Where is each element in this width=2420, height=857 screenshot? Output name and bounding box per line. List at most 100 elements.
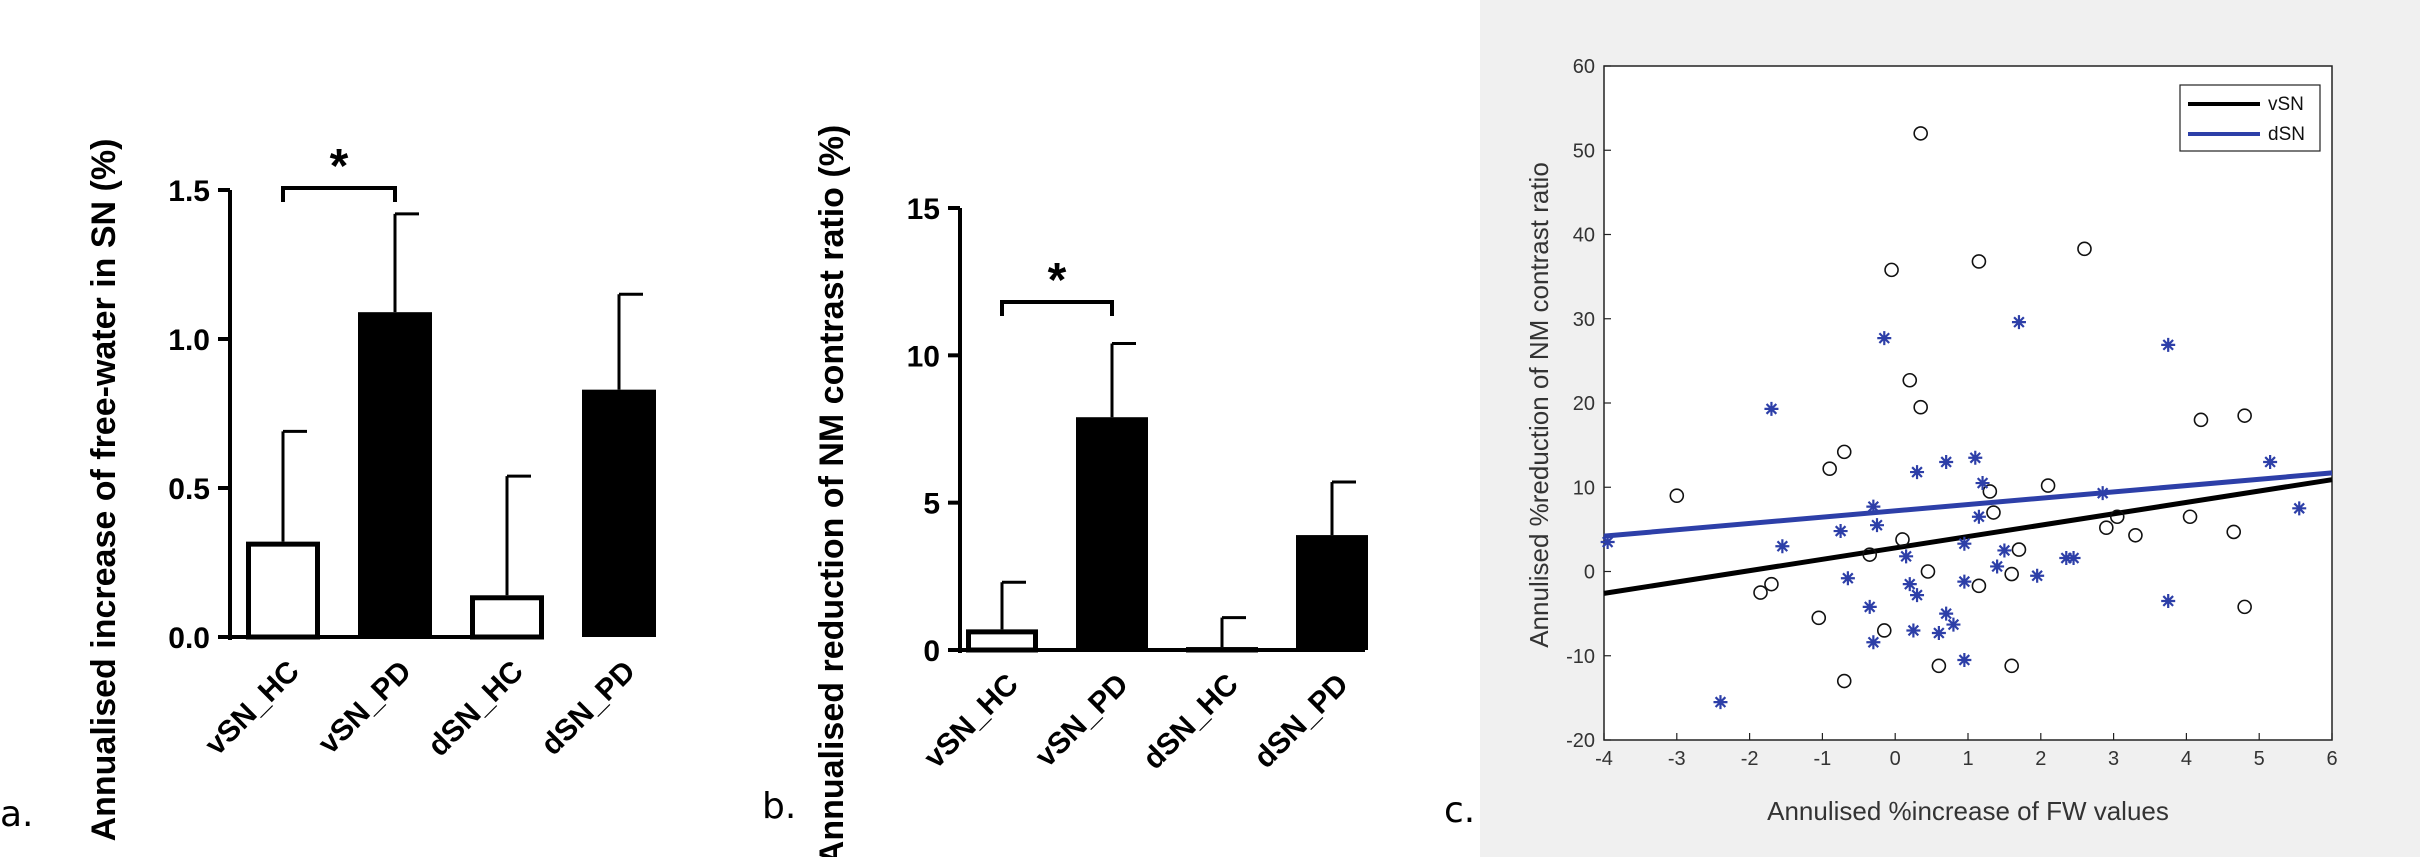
point-vsn xyxy=(1920,564,1936,579)
point-dsn xyxy=(2095,486,2110,501)
point-vsn xyxy=(2077,241,2092,257)
point-dsn xyxy=(2161,593,2176,608)
x-tick-label: -2 xyxy=(1741,748,1759,770)
bar xyxy=(1076,417,1148,650)
point-vsn xyxy=(2099,520,2114,535)
point-dsn xyxy=(2161,337,2176,352)
point-dsn xyxy=(1870,518,1884,533)
x-tick-label: dSN_PD xyxy=(1248,668,1355,775)
bar-chart-nm-contrast: Annualised reduction of NM contrast rati… xyxy=(813,125,1368,857)
point-vsn xyxy=(1862,547,1878,562)
point-vsn xyxy=(1913,399,1928,415)
x-tick-label: 4 xyxy=(2181,748,2192,770)
point-dsn xyxy=(1713,695,1728,710)
x-tick-label: 3 xyxy=(2108,748,2119,770)
point-vsn xyxy=(1836,444,1852,460)
y-tick-label: 0 xyxy=(923,635,940,668)
x-tick-label: -3 xyxy=(1668,748,1686,770)
point-vsn xyxy=(1836,673,1852,689)
point-dsn xyxy=(2030,568,2045,583)
point-vsn xyxy=(2109,509,2125,525)
point-dsn xyxy=(1866,635,1881,650)
panel-label-b: b. xyxy=(762,786,796,827)
point-dsn xyxy=(1600,535,1615,550)
point-dsn xyxy=(1971,509,1986,524)
point-vsn xyxy=(2040,478,2056,493)
point-vsn xyxy=(2011,542,2027,557)
y-tick-label: 0.5 xyxy=(168,473,210,506)
legend-label-vsn: vSN xyxy=(2268,94,2304,115)
legend-label-dsn: dSN xyxy=(2268,124,2305,145)
point-dsn xyxy=(1997,543,2012,558)
point-vsn xyxy=(1669,488,1685,503)
point-vsn xyxy=(1876,623,1892,638)
y-axis-label: Annualised reduction of NM contrast rati… xyxy=(813,125,851,857)
plot-area xyxy=(1603,65,2333,741)
point-dsn xyxy=(1910,588,1925,603)
point-vsn xyxy=(2004,566,2019,582)
y-axis-label: Annualised increase of free-water in SN … xyxy=(85,139,123,842)
point-dsn xyxy=(1899,549,1914,564)
point-vsn xyxy=(1971,578,1987,594)
legend: vSN dSN xyxy=(2179,84,2321,152)
point-dsn xyxy=(1840,571,1855,586)
y-tick-label: 1.5 xyxy=(168,175,210,208)
point-dsn xyxy=(1866,499,1881,514)
significance-bracket xyxy=(281,186,397,202)
x-tick-label: vSN_PD xyxy=(1029,668,1135,774)
bar xyxy=(582,389,656,637)
point-vsn xyxy=(1986,505,2001,520)
x-tick-label: -1 xyxy=(1814,748,1832,770)
y-tick-label: 0 xyxy=(1584,562,1595,584)
point-vsn xyxy=(1822,461,1837,477)
x-tick-label: dSN_HC xyxy=(1137,668,1245,776)
point-dsn xyxy=(1833,524,1848,539)
point-dsn xyxy=(1906,623,1921,638)
point-dsn xyxy=(1957,536,1972,551)
significance-star: * xyxy=(1048,254,1067,307)
point-dsn xyxy=(1862,599,1877,614)
y-tick-label: 50 xyxy=(1573,140,1595,162)
legend-box xyxy=(2179,84,2321,152)
point-vsn xyxy=(1753,585,1768,600)
point-vsn xyxy=(2128,527,2143,543)
point-dsn xyxy=(1990,559,2005,574)
panel-label-a: a. xyxy=(0,794,34,835)
point-vsn xyxy=(2182,509,2198,525)
y-tick-label: 1.0 xyxy=(168,324,210,357)
point-dsn xyxy=(2066,551,2081,566)
point-vsn xyxy=(2004,658,2019,674)
x-tick-label: 1 xyxy=(1962,748,1973,770)
y-tick-label: 10 xyxy=(907,340,940,373)
point-vsn xyxy=(1884,262,1899,278)
point-vsn xyxy=(1902,372,1918,388)
point-vsn xyxy=(1913,126,1928,141)
point-vsn xyxy=(1895,532,1910,547)
x-tick-label: 0 xyxy=(1890,748,1901,770)
x-tick-label: dSN_PD xyxy=(535,655,642,762)
point-vsn xyxy=(1982,484,1998,499)
point-dsn xyxy=(1957,652,1972,667)
bar xyxy=(246,541,320,640)
point-dsn xyxy=(1877,331,1892,346)
point-dsn xyxy=(1939,454,1954,469)
x-tick-label: vSN_HC xyxy=(199,655,306,762)
y-tick-label: 40 xyxy=(1573,225,1595,247)
bar xyxy=(470,595,544,640)
y-tick-label: 15 xyxy=(907,193,940,226)
x-tick-label: 2 xyxy=(2035,748,2046,770)
point-dsn xyxy=(2011,315,2026,330)
point-vsn xyxy=(2193,412,2209,428)
y-tick-label: 60 xyxy=(1573,56,1595,78)
x-tick-label: vSN_PD xyxy=(312,655,418,761)
significance-star: * xyxy=(330,140,349,193)
point-vsn xyxy=(2237,599,2252,615)
point-dsn xyxy=(1902,577,1917,592)
point-dsn xyxy=(1910,465,1925,480)
point-vsn xyxy=(1811,610,1827,626)
point-dsn xyxy=(2059,551,2074,566)
point-vsn xyxy=(2237,408,2252,423)
point-dsn xyxy=(1931,626,1946,641)
fit-line-vsn xyxy=(1603,477,2333,596)
